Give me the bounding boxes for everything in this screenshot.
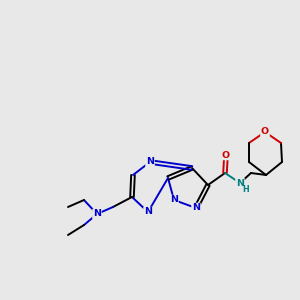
Text: N: N: [192, 203, 200, 212]
Text: N: N: [146, 158, 154, 166]
Text: O: O: [222, 151, 230, 160]
Text: N: N: [170, 196, 178, 205]
Text: O: O: [261, 128, 269, 136]
Text: H: H: [242, 185, 249, 194]
Text: N: N: [236, 178, 244, 188]
Text: N: N: [144, 208, 152, 217]
Text: N: N: [93, 209, 101, 218]
